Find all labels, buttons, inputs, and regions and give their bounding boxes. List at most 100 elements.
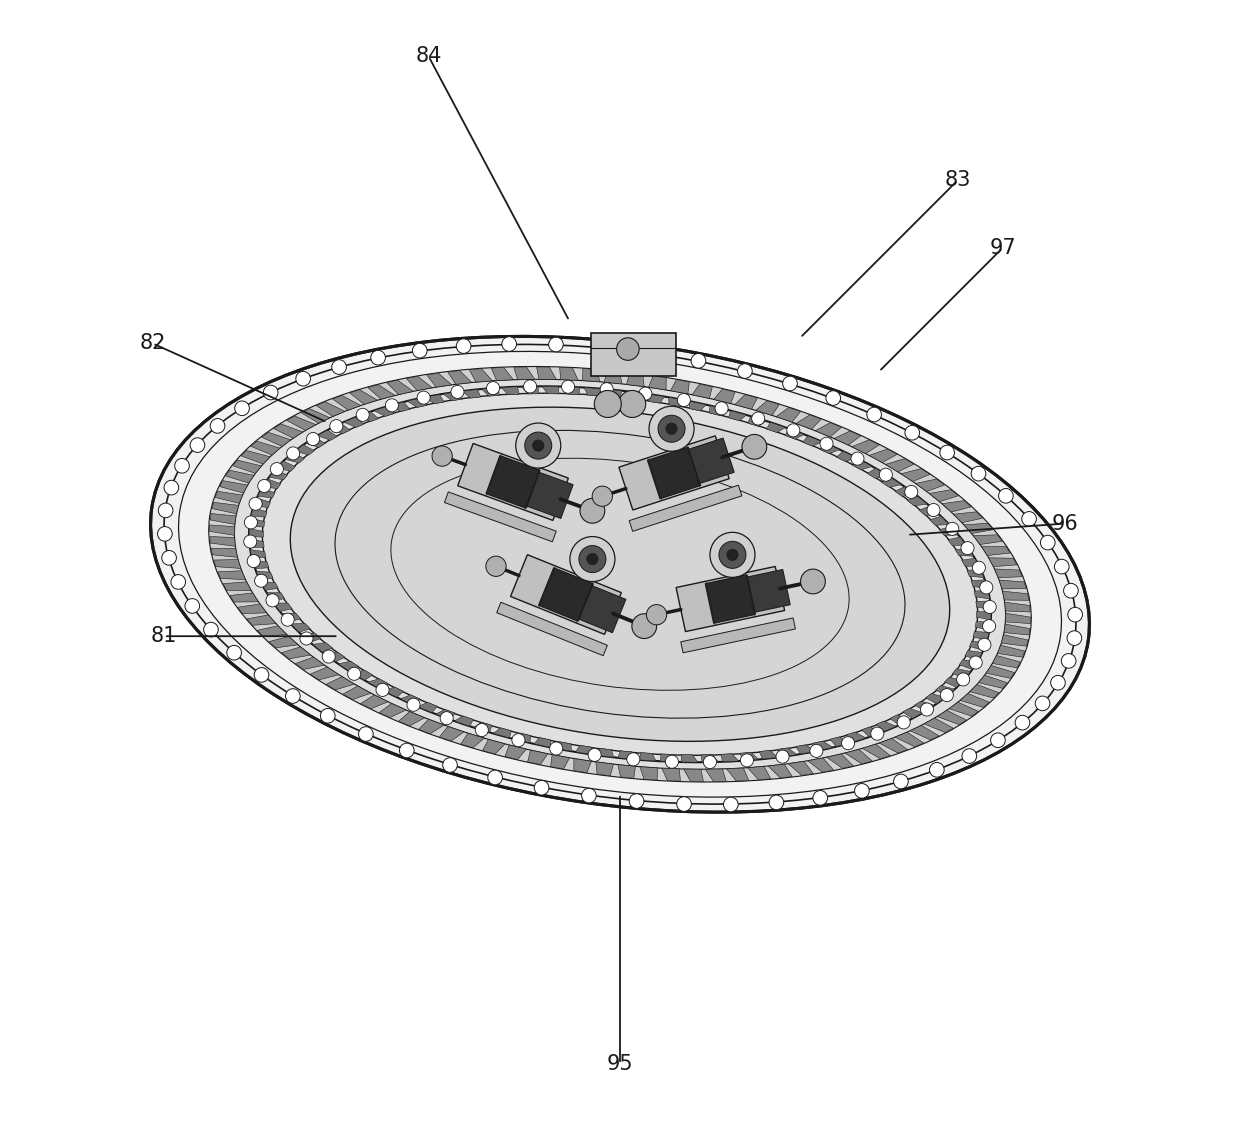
Circle shape	[486, 556, 506, 577]
Circle shape	[487, 770, 502, 785]
Circle shape	[632, 614, 657, 638]
Polygon shape	[647, 447, 701, 499]
Polygon shape	[249, 539, 264, 547]
Polygon shape	[250, 508, 267, 517]
Polygon shape	[626, 391, 644, 400]
Polygon shape	[970, 641, 986, 651]
Circle shape	[711, 533, 755, 578]
Circle shape	[570, 537, 615, 582]
Circle shape	[782, 376, 797, 391]
Polygon shape	[596, 749, 614, 758]
Polygon shape	[391, 402, 410, 412]
Circle shape	[300, 632, 312, 645]
Polygon shape	[755, 401, 779, 415]
Polygon shape	[554, 742, 572, 751]
Ellipse shape	[234, 379, 1006, 769]
Polygon shape	[776, 408, 801, 422]
Circle shape	[677, 393, 691, 406]
Polygon shape	[584, 387, 601, 396]
Polygon shape	[908, 497, 928, 506]
Polygon shape	[210, 536, 236, 546]
Circle shape	[946, 522, 959, 535]
Circle shape	[826, 391, 841, 405]
Polygon shape	[960, 694, 990, 707]
Polygon shape	[350, 390, 377, 404]
Circle shape	[1068, 607, 1083, 622]
Polygon shape	[373, 406, 394, 417]
Polygon shape	[254, 498, 270, 508]
Circle shape	[399, 743, 414, 758]
Polygon shape	[827, 754, 853, 768]
Circle shape	[594, 391, 621, 418]
Polygon shape	[439, 726, 464, 741]
Polygon shape	[895, 732, 924, 747]
Polygon shape	[210, 513, 236, 525]
Polygon shape	[474, 722, 492, 732]
Polygon shape	[463, 390, 481, 399]
Circle shape	[254, 574, 268, 588]
Circle shape	[920, 703, 934, 716]
Polygon shape	[219, 481, 248, 493]
Polygon shape	[662, 768, 681, 781]
Text: 84: 84	[415, 46, 441, 66]
Circle shape	[512, 734, 525, 747]
Circle shape	[1050, 676, 1065, 690]
Polygon shape	[955, 547, 973, 556]
Polygon shape	[640, 767, 657, 780]
Polygon shape	[768, 765, 792, 778]
Polygon shape	[542, 386, 559, 394]
Circle shape	[970, 656, 982, 669]
Circle shape	[972, 561, 986, 574]
Circle shape	[928, 503, 940, 517]
Polygon shape	[639, 752, 656, 761]
Polygon shape	[537, 367, 557, 379]
Polygon shape	[262, 432, 291, 446]
Polygon shape	[681, 754, 698, 762]
Polygon shape	[511, 555, 621, 634]
Circle shape	[386, 399, 398, 412]
Polygon shape	[361, 695, 388, 708]
Circle shape	[579, 546, 606, 573]
Polygon shape	[619, 436, 729, 510]
Polygon shape	[626, 373, 644, 386]
Polygon shape	[534, 738, 551, 748]
Polygon shape	[325, 652, 345, 662]
Polygon shape	[316, 402, 345, 417]
Circle shape	[523, 379, 537, 393]
Circle shape	[227, 645, 242, 660]
Polygon shape	[258, 489, 275, 498]
Polygon shape	[766, 422, 786, 432]
Polygon shape	[706, 769, 727, 781]
Circle shape	[502, 337, 517, 351]
Circle shape	[525, 432, 552, 459]
Circle shape	[616, 338, 639, 360]
Polygon shape	[574, 759, 591, 772]
Circle shape	[751, 412, 765, 425]
Circle shape	[813, 790, 827, 805]
Polygon shape	[863, 744, 890, 759]
Polygon shape	[729, 411, 746, 421]
Polygon shape	[789, 761, 813, 776]
Polygon shape	[973, 632, 990, 641]
Polygon shape	[706, 574, 755, 624]
Polygon shape	[748, 767, 771, 780]
Circle shape	[285, 689, 300, 704]
Polygon shape	[1002, 635, 1028, 646]
Polygon shape	[505, 745, 526, 760]
Circle shape	[451, 385, 464, 399]
Polygon shape	[986, 665, 1014, 678]
Polygon shape	[241, 450, 270, 464]
Polygon shape	[481, 387, 500, 396]
Polygon shape	[714, 388, 735, 403]
Polygon shape	[1004, 602, 1030, 613]
Circle shape	[376, 683, 389, 697]
Circle shape	[330, 420, 343, 432]
Polygon shape	[915, 479, 945, 491]
Circle shape	[587, 554, 598, 565]
Circle shape	[358, 726, 373, 741]
Circle shape	[159, 503, 172, 518]
Polygon shape	[448, 370, 472, 384]
Circle shape	[776, 750, 789, 763]
Circle shape	[534, 780, 549, 795]
Polygon shape	[971, 580, 987, 588]
